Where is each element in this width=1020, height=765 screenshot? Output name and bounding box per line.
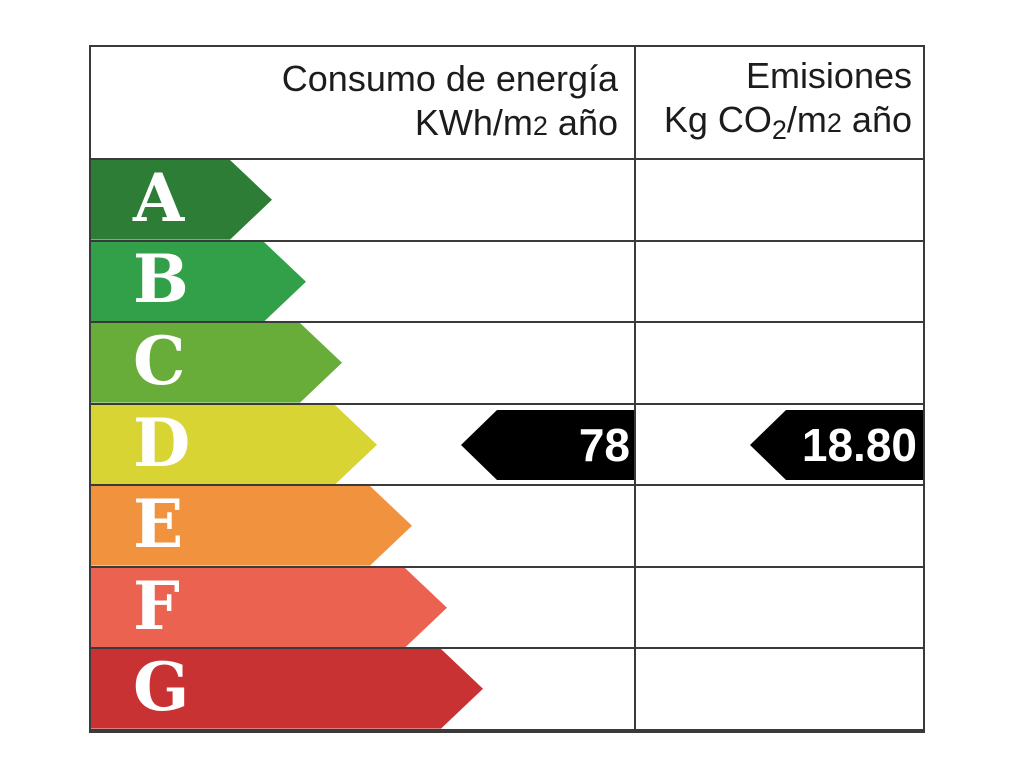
rating-row-F: F: [91, 566, 923, 650]
emissions-unit: Kg CO2/m2 año: [663, 98, 912, 145]
column-divider: [634, 160, 636, 731]
consumption-value-arrow: 78: [461, 409, 634, 480]
emissions-value-arrow: 18.80: [750, 409, 923, 480]
emissions-title: Emisiones: [745, 54, 912, 96]
consumption-title: Consumo de energía: [281, 58, 618, 99]
rating-letter: D: [133, 403, 191, 482]
rating-row-E: E: [91, 486, 923, 568]
rating-letter: G: [133, 648, 190, 727]
rating-letter: A: [133, 158, 185, 237]
emissions-value-arrow-text: 18.80: [801, 418, 917, 471]
rating-letter: B: [133, 240, 189, 319]
consumption-unit: KWh/m2 año: [414, 102, 618, 143]
consumption-header-cell: Consumo de energía KWh/m2 año: [91, 47, 636, 158]
energy-rating-table: Consumo de energía KWh/m2 año Emisiones …: [89, 45, 925, 733]
rating-letter: E: [133, 485, 184, 564]
rating-row-A: A: [91, 160, 923, 242]
rating-letter: F: [133, 566, 180, 645]
rating-row-D: D 78 18.80: [91, 403, 923, 487]
rating-letter: C: [133, 321, 186, 400]
emissions-header-cell: Emisiones Kg CO2/m2 año: [636, 47, 923, 158]
rating-row-C: C: [91, 323, 923, 405]
rating-row-B: B: [91, 240, 923, 324]
table-header: Consumo de energía KWh/m2 año Emisiones …: [91, 47, 923, 160]
rating-row-G: G: [91, 648, 923, 732]
consumption-value-arrow-text: 78: [578, 418, 630, 471]
rating-rows: A B C D 78 18.80 E F G: [91, 160, 923, 732]
